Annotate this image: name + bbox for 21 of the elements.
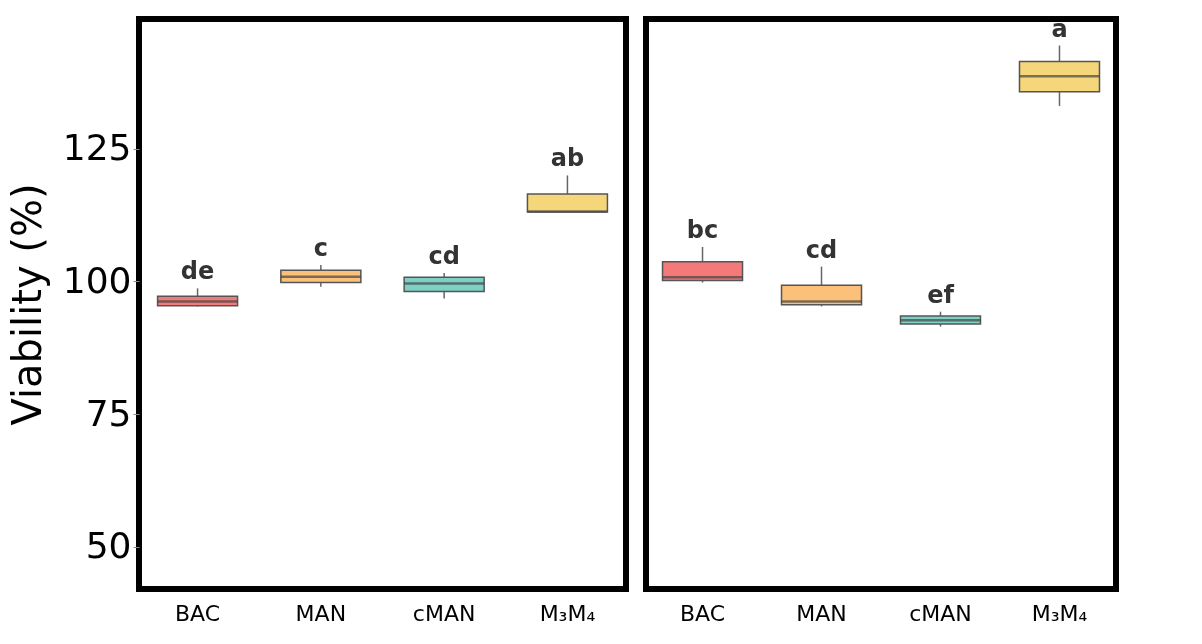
x-tick-label: cMAN [412,600,476,626]
x-tick-label: MAN [796,600,847,626]
y-tick-label: 125 [62,127,132,169]
y-tick-label: 50 [85,525,132,567]
x-tick-label: BAC [175,600,221,626]
annotation: de [180,257,215,286]
annotation: bc [686,216,719,244]
y-tick-label: 100 [62,259,132,301]
annotation: ef [927,280,955,309]
x-tick-label: cMAN [909,600,972,626]
annotation: cd [805,235,838,264]
x-tick-label: BAC [679,600,726,626]
annotation: a [1051,14,1068,43]
x-tick-label: M₃M₄ [539,600,596,626]
annotation: ab [550,144,585,173]
y-tick-label: 75 [85,392,132,434]
y-axis-title: Viability (%) [3,183,50,426]
annotation: c [313,234,328,263]
annotation: cd [428,241,460,270]
x-tick-label: MAN [295,600,347,626]
x-tick-label: M₃M₄ [1031,600,1088,626]
